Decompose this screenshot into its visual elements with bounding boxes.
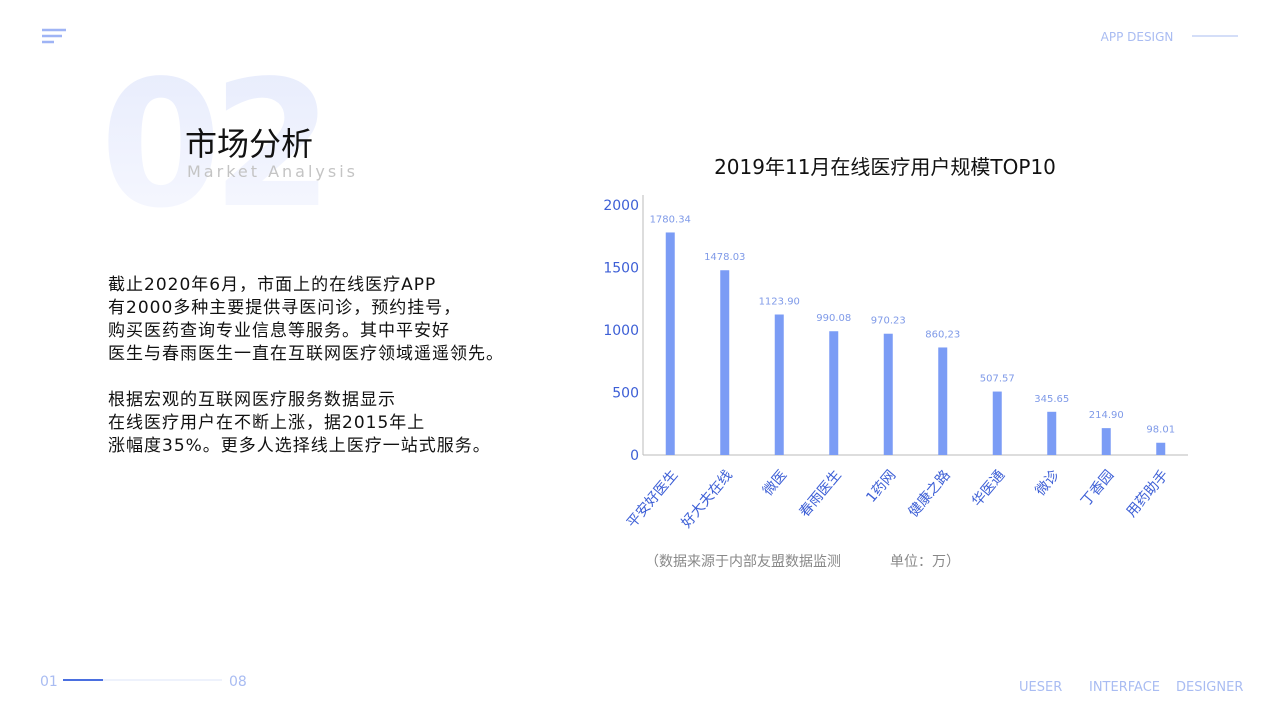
y-tick-label: 2000 [603,198,639,214]
value-label: 970.23 [871,316,906,327]
y-tick-label: 1000 [603,323,639,339]
x-tick-label: 微诊 [1033,467,1063,499]
page-total: 08 [229,674,247,690]
x-tick-label: 丁香园 [1078,467,1117,509]
x-tick-label: 微医 [760,467,790,499]
paragraph-line: 在线医疗用户在不断上涨，据2015年上 [108,413,425,433]
source-note: （数据来源于内部友盟数据监测 [645,554,841,570]
y-tick-label: 0 [630,448,639,464]
page-number: 01 [40,674,58,690]
x-tick-label: 华医通 [969,467,1008,509]
unit-note: 单位：万） [890,554,960,570]
value-label: 1780.34 [650,214,691,225]
bar [883,333,893,455]
footer-word: UESER [1019,680,1062,695]
bar [774,314,784,455]
x-tick-label: 健康之路 [905,467,954,521]
x-tick-label: 好大夫在线 [679,467,736,531]
paragraph-line: 根据宏观的互联网医疗服务数据显示 [108,390,396,410]
y-tick-label: 500 [612,386,639,402]
bar [1156,442,1166,455]
paragraph-line: 涨幅度35%。更多人选择线上医疗一站式服务。 [108,436,491,456]
value-label: 507.57 [980,374,1015,385]
title: 市场分析 [185,125,313,163]
value-label: 990.08 [816,313,851,324]
paragraph-line: 截止2020年6月，市面上的在线医疗APP [108,275,436,295]
footer-word: DESIGNER [1176,680,1243,695]
bar [720,270,730,455]
bar [938,347,948,455]
menu-icon[interactable] [42,28,66,44]
subtitle: Market Analysis [187,162,358,181]
value-label: 345.65 [1034,394,1069,405]
footer: 01 08 UESER INTERFACE DESIGNER [40,674,1243,695]
x-tick-label: 1药网 [863,467,899,506]
x-tick-label: 平安好医生 [624,467,681,531]
big-number: 02 [100,44,324,247]
bar [992,391,1002,455]
y-tick-label: 1500 [603,261,639,277]
tag: APP DESIGN [1101,30,1174,44]
x-tick-label: 用药助手 [1124,467,1172,520]
paragraph-line: 购买医药查询专业信息等服务。其中平安好 [108,321,450,341]
value-label: 214.90 [1089,410,1124,421]
bar [829,331,839,455]
value-label: 98.01 [1146,425,1175,436]
value-label: 860,23 [925,329,960,340]
footer-word: INTERFACE [1089,680,1160,695]
bar [1101,428,1111,455]
paragraph-line: 有2000多种主要提供寻医问诊，预约挂号， [108,298,461,318]
value-label: 1478.03 [704,252,745,263]
chart-title: 2019年11月在线医疗用户规模TOP10 [714,155,1056,179]
bar [1047,411,1057,455]
bar [665,232,675,455]
paragraph-line: 医生与春雨医生一直在互联网医疗领域遥遥领先。 [108,344,504,364]
x-tick-label: 春雨医生 [797,467,845,520]
value-label: 1123.90 [759,297,800,308]
